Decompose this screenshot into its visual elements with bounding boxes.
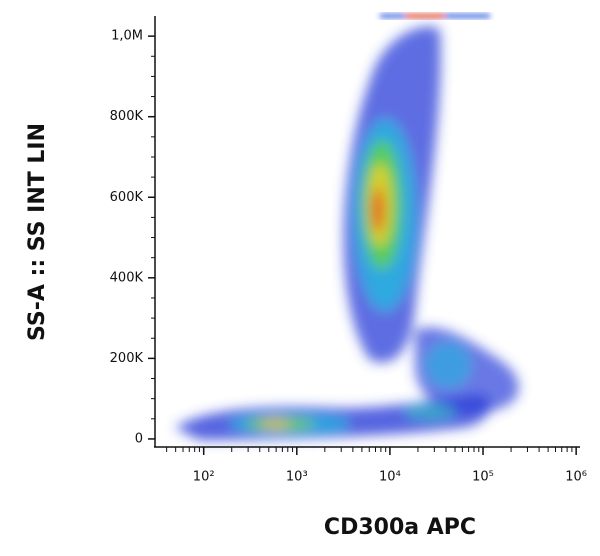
x-tick-label: 10²	[193, 470, 215, 485]
y-tick-label: 200K	[110, 351, 144, 366]
x-tick-label: 10⁶	[565, 470, 587, 485]
density-top	[380, 14, 490, 18]
y-tick-label: 0	[135, 431, 143, 446]
density-cloud	[175, 26, 519, 440]
x-axis-label: CD300a APC	[324, 515, 476, 540]
y-tick-label: 1,0M	[111, 29, 143, 44]
y-tick-label: 800K	[110, 109, 144, 124]
y-axis-label: SS-A :: SS INT LIN	[25, 123, 50, 341]
x-tick-label: 10³	[286, 470, 308, 485]
x-tick-label: 10⁵	[472, 470, 494, 485]
x-tick-label: 10⁴	[379, 470, 401, 485]
y-tick-label: 400K	[110, 270, 144, 285]
y-tick-label: 600K	[110, 190, 144, 205]
